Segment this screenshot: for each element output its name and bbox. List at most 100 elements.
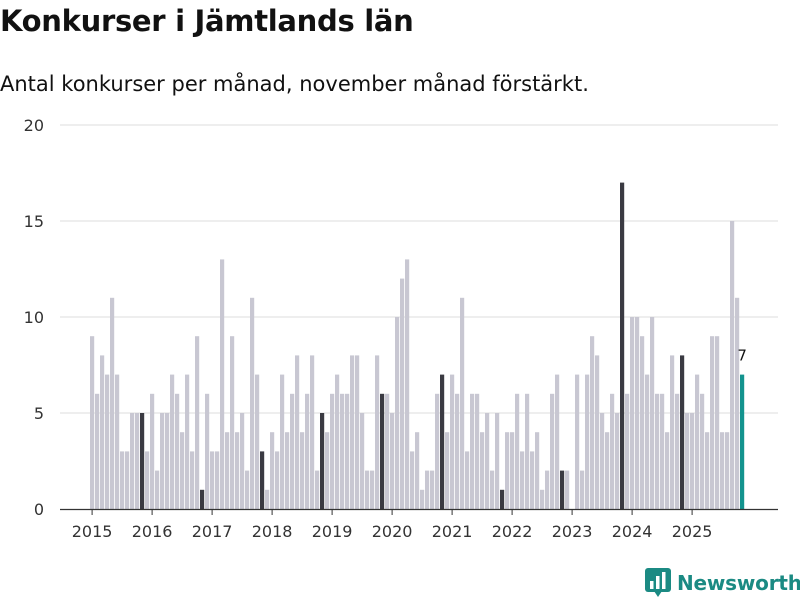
y-tick-label: 20 (24, 116, 44, 135)
bar (410, 451, 415, 509)
bar (435, 393, 440, 509)
bar (120, 451, 125, 509)
bar (455, 393, 460, 509)
bar (400, 278, 405, 509)
bar (425, 470, 430, 509)
x-tick-label: 2019 (312, 522, 353, 541)
bar (525, 393, 530, 509)
november-bar (140, 413, 145, 509)
bar (225, 432, 230, 509)
bar (510, 432, 515, 509)
bar (715, 336, 720, 509)
x-tick-label: 2022 (492, 522, 533, 541)
bar (270, 432, 275, 509)
bar (300, 432, 305, 509)
bar (625, 393, 630, 509)
bar (430, 470, 435, 509)
bar (130, 413, 135, 509)
bar (285, 432, 290, 509)
y-tick-label: 5 (34, 404, 44, 423)
bar (700, 393, 705, 509)
bar (390, 413, 395, 509)
latest-value-label: 7 (737, 347, 747, 365)
bar (150, 393, 155, 509)
bar (575, 374, 580, 509)
x-tick-label: 2015 (72, 522, 113, 541)
x-tick-label: 2024 (612, 522, 653, 541)
x-tick-label: 2025 (672, 522, 713, 541)
bar (470, 393, 475, 509)
bar (595, 355, 600, 509)
bar (340, 393, 345, 509)
bar (90, 336, 95, 509)
bar (605, 432, 610, 509)
bar (600, 413, 605, 509)
november-bar (620, 182, 625, 509)
bar (310, 355, 315, 509)
november-bar (560, 470, 565, 509)
bar (205, 393, 210, 509)
bar (95, 393, 100, 509)
bar (265, 489, 270, 509)
bar (565, 470, 570, 509)
bar (555, 374, 560, 509)
bar (215, 451, 220, 509)
bar (395, 317, 400, 509)
november-bar (260, 451, 265, 509)
brand-logo: Newsworthy (645, 568, 800, 598)
bar (475, 393, 480, 509)
bar (630, 317, 635, 509)
bar (180, 432, 185, 509)
bar (195, 336, 200, 509)
bar (505, 432, 510, 509)
bar (640, 336, 645, 509)
bar (360, 413, 365, 509)
bar (370, 470, 375, 509)
bar (105, 374, 110, 509)
bar (450, 374, 455, 509)
bar (615, 413, 620, 509)
bar (290, 393, 295, 509)
x-tick-label: 2021 (432, 522, 473, 541)
november-bar (440, 374, 445, 509)
bar (335, 374, 340, 509)
bar (160, 413, 165, 509)
bar (415, 432, 420, 509)
bar (330, 393, 335, 509)
november-bar (380, 393, 385, 509)
bar (520, 451, 525, 509)
bar (210, 451, 215, 509)
bar (190, 451, 195, 509)
bar (730, 221, 735, 509)
y-tick-label: 15 (24, 212, 44, 231)
bar (280, 374, 285, 509)
bar (220, 259, 225, 509)
bar (535, 432, 540, 509)
bar (695, 374, 700, 509)
y-tick-label: 10 (24, 308, 44, 327)
bar (465, 451, 470, 509)
bar (250, 297, 255, 509)
bar (125, 451, 130, 509)
bar-chart-logo-icon (645, 568, 671, 597)
bar (690, 413, 695, 509)
bar (725, 432, 730, 509)
bar (420, 489, 425, 509)
bar (710, 336, 715, 509)
x-tick-label: 2018 (252, 522, 293, 541)
november-bar (500, 489, 505, 509)
bar (325, 432, 330, 509)
bar (165, 413, 170, 509)
bar (145, 451, 150, 509)
bar (550, 393, 555, 509)
bar (655, 393, 660, 509)
bar (245, 470, 250, 509)
bar (405, 259, 410, 509)
bar (705, 432, 710, 509)
bar (490, 470, 495, 509)
bar (735, 297, 740, 509)
x-tick-label: 2020 (372, 522, 413, 541)
bar (540, 489, 545, 509)
bar (175, 393, 180, 509)
